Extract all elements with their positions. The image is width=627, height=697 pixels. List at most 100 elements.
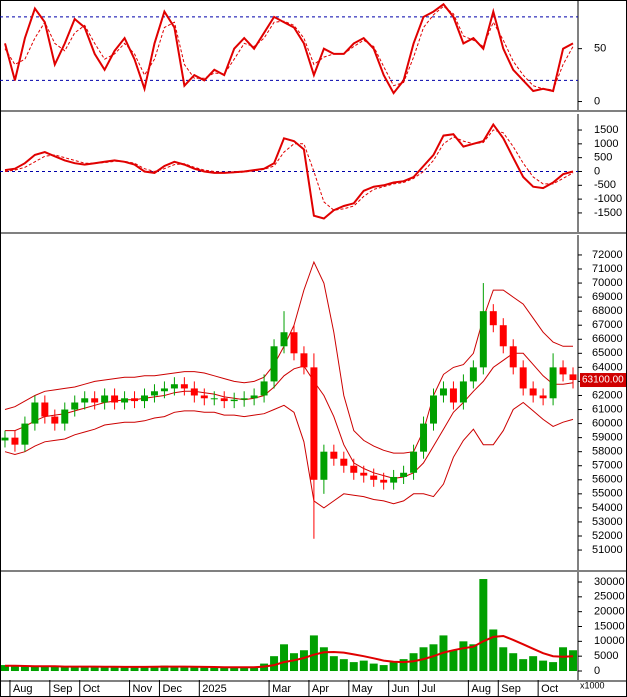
- y-tick-label: 20000: [594, 606, 625, 618]
- candle-body: [131, 398, 139, 402]
- y-tick-label: 0: [594, 665, 600, 677]
- volume-bar: [549, 662, 558, 672]
- candle-body: [280, 332, 288, 347]
- candle-body: [300, 353, 308, 368]
- candle-body: [101, 395, 109, 403]
- volume-bar: [190, 667, 199, 672]
- y-tick-label: 0: [594, 165, 600, 177]
- x-tick-label: 2025: [202, 683, 226, 695]
- candle-body: [81, 398, 89, 403]
- y-tick-label: 53000: [592, 516, 623, 528]
- x-tick-label: Nov: [133, 683, 153, 695]
- candle-body: [519, 367, 527, 389]
- candle-body: [469, 367, 477, 382]
- candle-body: [250, 395, 258, 399]
- volume-bar: [20, 666, 29, 672]
- y-tick-label: -1500: [594, 207, 622, 219]
- volume-bar: [319, 647, 328, 672]
- x-tick-label: Aug: [13, 683, 33, 695]
- volume-bar: [130, 667, 139, 672]
- candle-body: [71, 402, 79, 410]
- candle-body: [270, 346, 278, 382]
- volume-bar: [359, 660, 368, 672]
- volume-bar: [50, 666, 59, 672]
- candle-body: [121, 398, 129, 403]
- x-tick-label: Mar: [272, 683, 291, 695]
- volume-bar: [459, 641, 468, 672]
- candle-body: [111, 395, 119, 403]
- candle-body: [200, 395, 208, 399]
- volume-ma-line: [5, 634, 574, 669]
- candle-body: [539, 395, 547, 399]
- volume-bar: [250, 666, 259, 672]
- volume-bar: [369, 663, 378, 672]
- candle-body: [220, 398, 228, 402]
- candle-body: [1, 437, 9, 441]
- candle-body: [439, 388, 447, 396]
- y-tick-label: 15000: [594, 620, 625, 632]
- y-tick-label: 58000: [592, 446, 623, 458]
- y-tick-label: 0: [594, 95, 600, 107]
- y-tick-label: 25000: [594, 591, 625, 603]
- y-tick-label: 54000: [592, 502, 623, 514]
- volume-bar: [349, 662, 358, 672]
- volume-bar: [90, 667, 99, 672]
- candle-body: [380, 479, 388, 483]
- y-unit-label: x1000: [580, 680, 605, 690]
- volume-bar: [150, 666, 159, 672]
- y-tick-label: 64000: [592, 361, 623, 373]
- x-tick-label: May: [352, 683, 373, 695]
- band-upper: [4, 260, 573, 454]
- volume-bar: [389, 662, 398, 672]
- y-tick-label: 50: [594, 43, 606, 55]
- volume-bar: [180, 666, 189, 672]
- volume-bar: [469, 644, 478, 672]
- y-tick-label: -500: [594, 179, 616, 191]
- candle-body: [509, 346, 517, 368]
- y-tick-label: 56000: [592, 474, 623, 486]
- y-tick-label: 5000: [594, 650, 618, 662]
- candle-body: [499, 325, 507, 347]
- candle-body: [170, 384, 178, 389]
- candle-body: [160, 388, 168, 392]
- y-tick-label: -1000: [594, 193, 622, 205]
- volume-bar: [280, 644, 289, 672]
- volume-bar: [40, 665, 49, 672]
- y-tick-label: 51000: [592, 544, 623, 556]
- candle-body: [61, 409, 69, 424]
- signal-line: [4, 5, 574, 91]
- volume-bar: [449, 650, 458, 672]
- y-tick-label: 67000: [592, 319, 623, 331]
- volume-bar: [499, 647, 508, 672]
- candle-body: [180, 384, 188, 389]
- candle-body: [190, 388, 198, 396]
- candle-body: [330, 451, 338, 459]
- y-tick-label: 70000: [592, 277, 623, 289]
- x-tick-label: Jul: [422, 683, 436, 695]
- volume-bar: [519, 659, 528, 672]
- candle-body: [459, 381, 467, 403]
- volume-bar: [220, 667, 229, 672]
- volume-bar: [30, 666, 39, 672]
- volume-bar: [210, 667, 219, 672]
- volume-bar: [0, 665, 9, 672]
- y-tick-label: 68000: [592, 305, 623, 317]
- volume-bar: [160, 665, 169, 672]
- candle-body: [51, 416, 59, 424]
- volume-bar: [339, 659, 348, 672]
- candle-body: [150, 391, 158, 396]
- y-tick-label: 62000: [592, 389, 623, 401]
- last-price-label: 63100.00: [582, 375, 624, 386]
- y-tick-label: 1000: [594, 138, 618, 150]
- candle-body: [529, 388, 537, 396]
- volume-bar: [489, 629, 498, 672]
- volume-bar: [379, 665, 388, 672]
- volume-bar: [230, 667, 239, 672]
- y-tick-label: 500: [594, 152, 612, 164]
- y-tick-label: 69000: [592, 291, 623, 303]
- volume-bar: [170, 666, 179, 672]
- y-tick-label: 59000: [592, 432, 623, 444]
- candle-body: [210, 398, 218, 400]
- volume-bar: [270, 656, 279, 672]
